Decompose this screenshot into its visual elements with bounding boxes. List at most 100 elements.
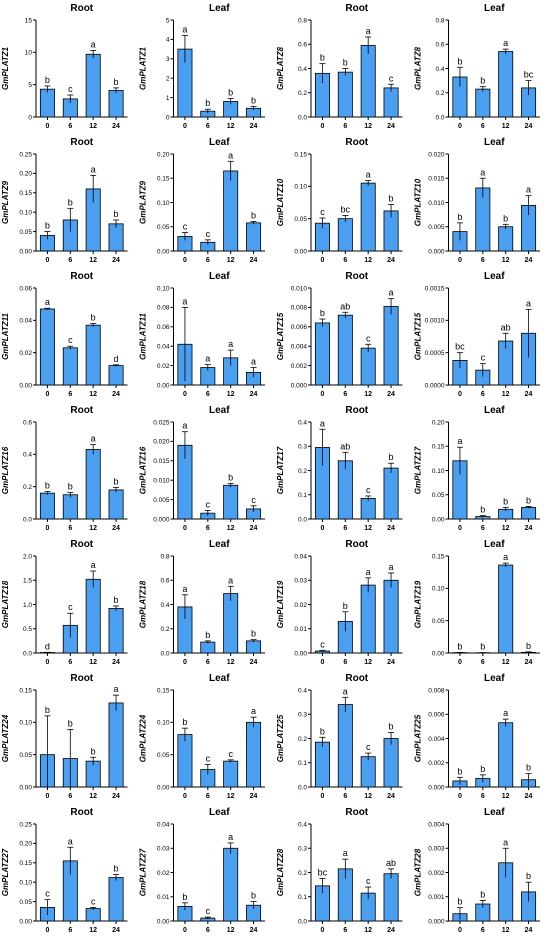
y-axis-label: GmPLATZ8	[276, 46, 285, 90]
y-tick-label: 0.2	[298, 90, 307, 97]
x-tick-label: 24	[112, 927, 120, 934]
x-tick-label: 6	[206, 257, 210, 264]
y-tick-label: 0.2	[298, 468, 307, 475]
x-tick-label: 24	[525, 525, 533, 532]
x-tick-label: 0	[458, 391, 462, 398]
y-tick-label: 0.10	[294, 184, 307, 191]
y-tick-label: 0.6	[435, 42, 444, 49]
bar	[383, 738, 399, 788]
y-tick-label: 0.10	[157, 200, 170, 207]
significance-letter: b	[526, 641, 531, 651]
significance-letter: b	[251, 210, 256, 220]
significance-letter: b	[228, 88, 233, 98]
y-tick-label: 0.15	[157, 176, 170, 183]
y-tick-label: 0.00	[19, 918, 32, 925]
y-tick-label: 0.05	[157, 224, 170, 231]
y-tick-label: 0.1	[298, 760, 307, 767]
chart-panel: Leaf GmPLATZ24 0.00 0.05 0.10 0.15 b 0 c 6 c 12 a 24	[139, 673, 265, 800]
x-tick-label: 12	[502, 525, 510, 532]
y-tick-label: 0.00	[19, 784, 32, 791]
chart-panel: Leaf GmPLATZ17 0.00 0.05 0.10 0.15 0.20 a 0 b 6 b 12…	[414, 405, 540, 532]
chart-panel: Root GmPLATZ17 0.0 0.1 0.2 0.3 0.4 a 0 ab 6 c 12 b 24	[276, 405, 403, 532]
chart-title: Leaf	[209, 271, 230, 282]
y-tick-label: 0.00	[157, 382, 170, 389]
x-tick-label: 0	[45, 525, 49, 532]
bar	[314, 322, 330, 386]
chart-panel: Root GmPLATZ10 0.00 0.05 0.10 0.15 c 0 bc 6 a 12 b 24	[276, 137, 403, 264]
chart-title: Leaf	[209, 673, 230, 684]
chart-panel: Leaf GmPLATZ16 0.000 0.005 0.010 0.015 0.020 0.…	[139, 405, 265, 532]
y-tick-label: 0.00	[294, 650, 307, 657]
bar	[246, 222, 262, 252]
significance-letter: c	[206, 906, 211, 916]
significance-letter: c	[366, 333, 371, 343]
x-tick-label: 24	[250, 123, 258, 130]
x-tick-label: 0	[458, 257, 462, 264]
significance-letter: a	[228, 575, 233, 585]
y-tick-label: 0.00	[432, 516, 445, 523]
x-tick-label: 24	[387, 257, 395, 264]
y-tick-label: 0.001	[428, 894, 445, 901]
bar	[337, 218, 353, 252]
x-tick-label: 0	[320, 391, 324, 398]
y-tick-label: 0.10	[19, 210, 32, 217]
bar	[360, 756, 376, 788]
x-tick-label: 0	[45, 123, 49, 130]
significance-letter: a	[45, 297, 50, 307]
significance-letter: b	[320, 308, 325, 318]
x-tick-label: 6	[68, 659, 72, 666]
chart-panel: Root GmPLATZ8 0.0 0.2 0.4 0.6 0.8 b 0 b 6 a 12 c 24	[276, 3, 403, 130]
y-tick-label: 0.006	[428, 712, 445, 719]
significance-letter: c	[251, 495, 256, 505]
significance-letter: a	[91, 434, 96, 444]
significance-letter: a	[457, 436, 462, 446]
significance-letter: c	[68, 335, 73, 345]
x-tick-label: 12	[364, 525, 372, 532]
y-tick-label: 0.02	[19, 350, 32, 357]
x-tick-label: 12	[89, 659, 97, 666]
x-tick-label: 12	[89, 391, 97, 398]
chart-title: Root	[70, 673, 93, 684]
bar	[360, 497, 376, 520]
significance-letter: ab	[340, 441, 350, 451]
y-tick-label: 2	[166, 76, 170, 83]
y-tick-label: 0.25	[19, 821, 32, 828]
x-tick-label: 0	[458, 793, 462, 800]
y-tick-label: 0	[28, 114, 32, 121]
x-tick-label: 0	[183, 123, 187, 130]
bar	[498, 564, 514, 654]
x-tick-label: 0	[183, 391, 187, 398]
bar	[223, 170, 239, 252]
y-axis-label: GmPLATZ18	[139, 580, 148, 628]
x-tick-label: 24	[387, 793, 395, 800]
y-axis-label: GmPLATZ16	[139, 446, 148, 494]
x-tick-label: 6	[343, 659, 347, 666]
significance-letter: d	[114, 354, 119, 364]
y-tick-label: 0.010	[428, 200, 445, 207]
y-tick-label: 0.20	[432, 419, 445, 426]
x-tick-label: 6	[481, 793, 485, 800]
x-tick-label: 12	[502, 257, 510, 264]
x-tick-label: 24	[250, 659, 258, 666]
chart-panel: Leaf GmPLATZ25 0.000 0.002 0.004 0.006 0.008 b 0…	[414, 673, 540, 800]
chart-title: Leaf	[209, 3, 230, 14]
y-tick-label: 0.2	[23, 484, 32, 491]
x-tick-label: 24	[525, 123, 533, 130]
y-tick-label: 0.03	[294, 578, 307, 585]
significance-letter: b	[503, 213, 508, 223]
y-tick-label: 0.8	[160, 553, 169, 560]
y-tick-label: 0.015	[153, 458, 170, 465]
y-axis-label: GmPLATZ10	[276, 178, 285, 226]
y-tick-label: 0.00	[294, 248, 307, 255]
bar	[475, 88, 491, 118]
significance-letter: a	[366, 567, 371, 577]
x-tick-label: 12	[502, 927, 510, 934]
y-tick-label: 0.015	[428, 176, 445, 183]
y-tick-label: 0.15	[19, 190, 32, 197]
chart-title: Leaf	[209, 405, 230, 416]
significance-letter: b	[91, 313, 96, 323]
y-tick-label: 0.002	[428, 760, 445, 767]
significance-letter: b	[45, 221, 50, 231]
bar	[85, 578, 101, 654]
y-tick-label: 0.4	[298, 419, 307, 426]
